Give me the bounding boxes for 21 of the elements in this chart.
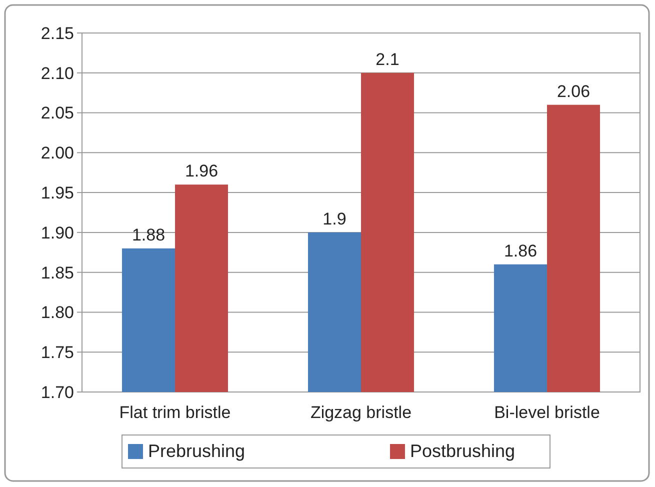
y-tick-label: 2.10 [40,64,74,83]
y-tick-label: 1.80 [40,303,74,322]
y-tick-label: 1.75 [40,343,74,362]
y-tick-label: 1.90 [40,223,74,242]
legend-label: Prebrushing [148,441,246,461]
y-tick-label: 2.05 [40,104,74,123]
y-tick-label: 2.00 [40,144,74,163]
data-label: 2.06 [556,82,590,101]
y-tick-label: 1.85 [40,263,74,282]
data-label: 1.9 [322,209,346,228]
data-label: 1.96 [184,162,218,181]
y-tick-label: 1.70 [40,382,74,402]
x-tick-label: Zigzag bristle [310,403,412,422]
x-tick-label: Flat trim bristle [119,403,231,422]
y-tick-label: 1.95 [40,184,74,203]
legend-label: Postbrushing [410,441,516,461]
y-tick-label: 2.15 [40,24,74,43]
data-label: 1.86 [504,241,538,260]
data-label: 1.88 [132,225,166,244]
x-tick-label: Bi-level bristle [494,403,600,422]
data-label: 2.1 [376,50,400,69]
